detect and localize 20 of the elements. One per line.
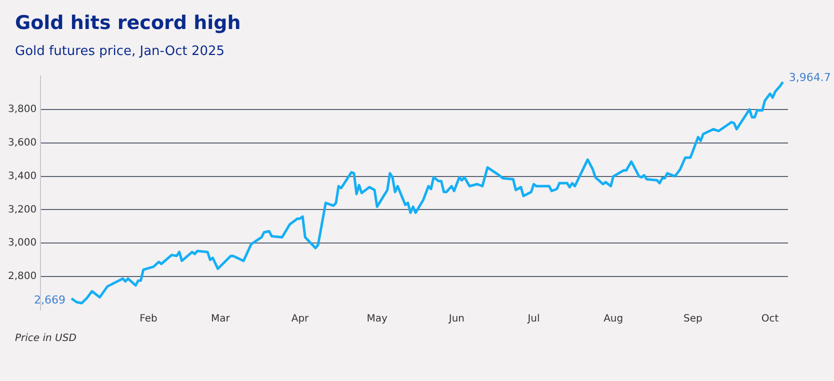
chart-title: Gold hits record high [15,12,241,34]
y-tick-label: 3,400 [8,170,37,182]
y-tick-label: 2,800 [8,271,37,282]
x-tick-label: Mar [210,314,231,325]
text: Price in USD [15,333,76,344]
x-tick-label: Jul [526,314,540,325]
x-tick-label: Apr [291,314,310,325]
y-tick-label: 3,200 [8,204,37,216]
annotation: 2,669 [34,293,66,306]
x-tick-label: May [366,314,388,325]
y-tick-label: 3,600 [8,137,37,148]
y-tick-label: 3,800 [8,104,37,116]
chart-subtitle: Gold futures price, Jan-Oct 2025 [15,44,225,59]
x-tick-label: Jun [448,314,465,325]
y-tick-label: 3,000 [8,238,37,249]
x-tick-label: Feb [140,314,158,325]
x-tick-label: Oct [761,314,779,325]
x-tick-label: Aug [604,314,624,325]
x-tick-label: Sep [684,314,702,325]
annotation: 3,964.7 [788,70,831,84]
